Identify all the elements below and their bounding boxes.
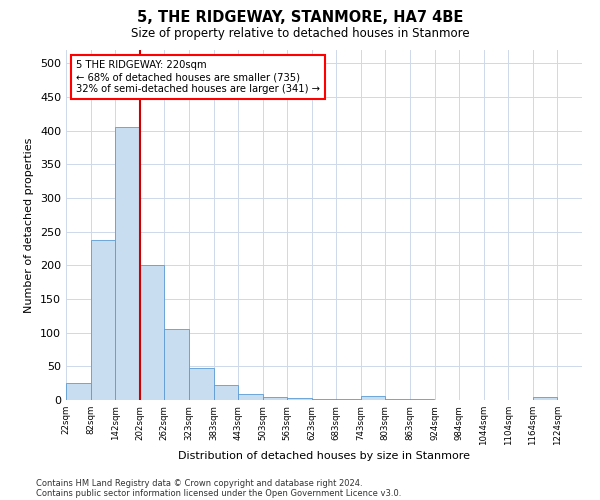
Text: 5, THE RIDGEWAY, STANMORE, HA7 4BE: 5, THE RIDGEWAY, STANMORE, HA7 4BE: [137, 10, 463, 25]
Bar: [164, 330, 188, 400]
Bar: [140, 266, 164, 400]
Bar: [66, 383, 91, 400]
Bar: [287, 398, 312, 400]
Text: Size of property relative to detached houses in Stanmore: Size of property relative to detached ho…: [131, 28, 469, 40]
Bar: [263, 396, 287, 400]
Bar: [312, 398, 336, 400]
Text: Contains HM Land Registry data © Crown copyright and database right 2024.: Contains HM Land Registry data © Crown c…: [36, 478, 362, 488]
Text: Contains public sector information licensed under the Open Government Licence v3: Contains public sector information licen…: [36, 488, 401, 498]
Text: 5 THE RIDGEWAY: 220sqm
← 68% of detached houses are smaller (735)
32% of semi-de: 5 THE RIDGEWAY: 220sqm ← 68% of detached…: [76, 60, 320, 94]
Bar: [361, 396, 385, 400]
Bar: [115, 128, 140, 400]
Bar: [91, 240, 115, 400]
Bar: [214, 385, 238, 400]
Bar: [238, 394, 263, 400]
Bar: [533, 398, 557, 400]
Bar: [189, 368, 214, 400]
X-axis label: Distribution of detached houses by size in Stanmore: Distribution of detached houses by size …: [178, 451, 470, 461]
Y-axis label: Number of detached properties: Number of detached properties: [25, 138, 34, 312]
